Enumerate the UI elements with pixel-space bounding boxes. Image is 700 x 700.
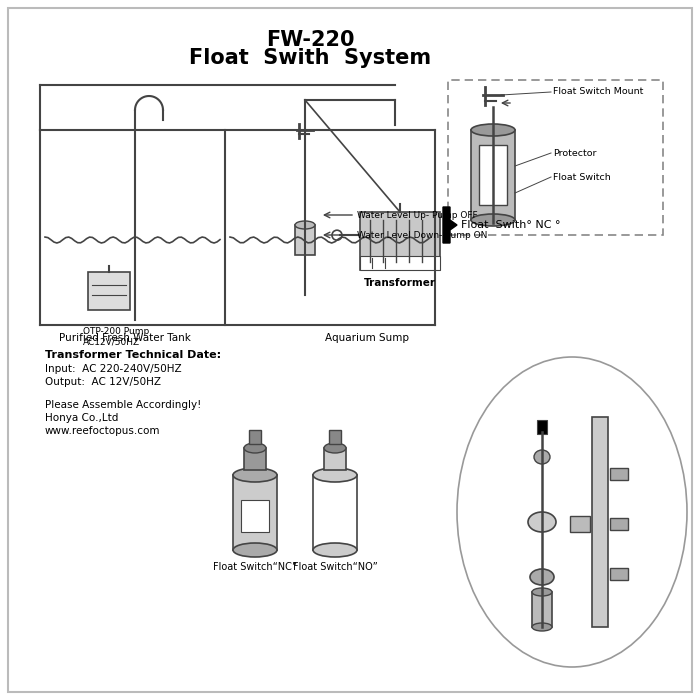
Bar	[295, 225, 315, 255]
Text: Transformer: Transformer	[364, 278, 436, 288]
Text: Output:  AC 12V/50HZ: Output: AC 12V/50HZ	[45, 377, 161, 387]
Ellipse shape	[244, 443, 266, 453]
Ellipse shape	[471, 214, 515, 226]
Bar	[448, 80, 663, 235]
Text: OTP-200 Pump
AC12V/50HZ: OTP-200 Pump AC12V/50HZ	[83, 327, 149, 346]
Bar	[313, 475, 357, 550]
Text: Water Level Up- Pump OFF: Water Level Up- Pump OFF	[357, 211, 477, 220]
Text: Please Assemble Accordingly!: Please Assemble Accordingly!	[45, 400, 202, 410]
Text: Float Switch: Float Switch	[553, 172, 610, 181]
Bar	[241, 500, 269, 532]
Bar	[610, 518, 628, 530]
Ellipse shape	[530, 569, 554, 585]
Bar	[537, 420, 547, 434]
Bar	[360, 256, 440, 270]
Text: Transformer Technical Date:: Transformer Technical Date:	[45, 350, 221, 360]
Ellipse shape	[471, 124, 515, 136]
Bar	[360, 212, 440, 270]
Text: Float Switch“NC”: Float Switch“NC”	[213, 562, 297, 572]
Text: Input:  AC 220-240V/50HZ: Input: AC 220-240V/50HZ	[45, 364, 181, 374]
Bar	[479, 145, 507, 205]
Bar	[610, 468, 628, 480]
Text: Float Switch“NO”: Float Switch“NO”	[293, 562, 377, 572]
Bar	[88, 272, 130, 310]
Text: Water Level Down- Pump ON: Water Level Down- Pump ON	[357, 230, 487, 239]
Bar	[610, 568, 628, 580]
Ellipse shape	[233, 468, 277, 482]
Bar	[471, 130, 515, 220]
Ellipse shape	[528, 512, 556, 532]
Text: Aquarium Sump: Aquarium Sump	[325, 333, 409, 343]
Ellipse shape	[534, 450, 550, 464]
Text: Float  Swith° NC °: Float Swith° NC °	[461, 220, 561, 230]
Ellipse shape	[295, 221, 315, 229]
Text: Float Switch Mount: Float Switch Mount	[553, 88, 643, 97]
Bar	[329, 430, 341, 444]
Text: FW-220: FW-220	[266, 30, 354, 50]
Ellipse shape	[532, 588, 552, 596]
Bar	[233, 475, 277, 550]
Text: Honya Co.,Ltd: Honya Co.,Ltd	[45, 413, 118, 423]
Polygon shape	[443, 207, 457, 243]
Ellipse shape	[313, 543, 357, 557]
Bar	[592, 417, 608, 627]
Text: Protector: Protector	[553, 148, 596, 158]
Ellipse shape	[324, 443, 346, 453]
Bar	[324, 448, 346, 470]
Text: www.reefoctopus.com: www.reefoctopus.com	[45, 426, 160, 436]
Text: Purified Fresh Water Tank: Purified Fresh Water Tank	[59, 333, 191, 343]
Bar	[249, 430, 261, 444]
Ellipse shape	[313, 468, 357, 482]
Text: Float  Swith  System: Float Swith System	[189, 48, 431, 68]
Ellipse shape	[532, 623, 552, 631]
Ellipse shape	[233, 543, 277, 557]
Bar	[532, 592, 552, 627]
Bar	[244, 448, 266, 470]
Bar	[570, 516, 590, 532]
